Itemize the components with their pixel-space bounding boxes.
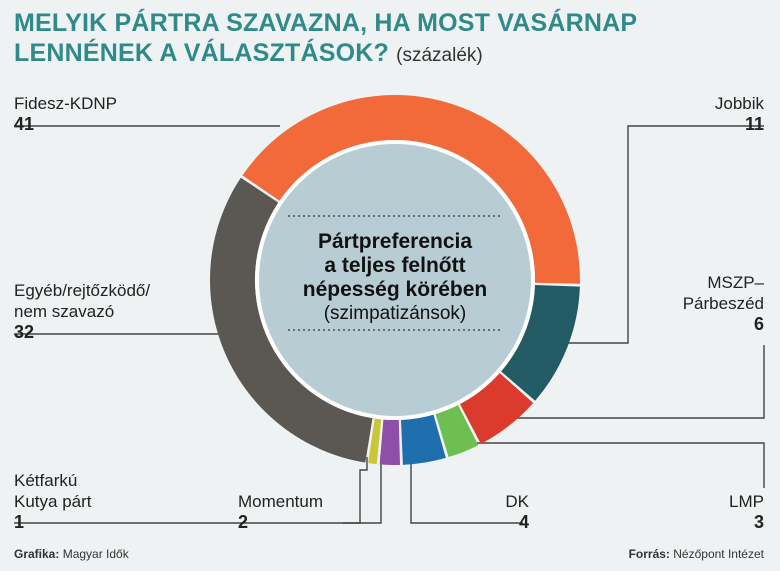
donut-ring — [209, 95, 580, 466]
footer-source-label: Forrás: — [628, 547, 670, 561]
leader-mkkp — [14, 457, 368, 524]
donut-slice-fidesz-kdnp — [242, 95, 580, 284]
center-text-line4: (szimpatizánsok) — [324, 303, 467, 324]
label-jobbik-name: Jobbik — [714, 94, 764, 113]
chart-title-line1: MELYIK PÁRTRA SZAVAZNA, HA MOST VASÁRNAP — [14, 9, 638, 37]
donut-slice-lmp — [435, 405, 479, 458]
label-jobbik: Jobbik 11 — [715, 93, 764, 135]
label-lmp: LMP 3 — [729, 491, 764, 533]
label-mszp-name-line2: Párbeszéd — [682, 294, 764, 313]
label-mszp-name-line1: MSZP– — [707, 273, 764, 292]
donut-slice-mszp-párbeszéd — [459, 373, 534, 444]
label-mkkp-name-line1: Kétfarkú — [14, 471, 78, 490]
donut-slice-dk — [400, 414, 446, 465]
label-jobbik-value: 11 — [744, 114, 764, 134]
center-text-line1: Pártpreferencia — [318, 230, 472, 253]
footer-source-value: Nézőpont Intézet — [673, 547, 764, 561]
leader-jobbik — [565, 125, 764, 344]
leader-lmp — [459, 442, 765, 488]
label-egyeb-name-line2: nem szavazó — [14, 302, 115, 321]
leader-dk — [410, 452, 523, 524]
donut-slice-momentum — [379, 419, 401, 466]
label-momentum: Momentum 2 — [238, 491, 323, 533]
donut-center-disc — [259, 144, 531, 416]
chart-unit: (százalék) — [396, 45, 483, 66]
label-mkkp-value: 1 — [14, 512, 25, 532]
footer-source: Forrás: Nézőpont Intézet — [629, 547, 764, 561]
label-lmp-value: 3 — [753, 512, 764, 532]
donut-slice-kétfarkú-kutya-párt — [368, 418, 382, 465]
label-egyeb-name-line1: Egyéb/rejtőzködő/ — [14, 281, 151, 300]
leader-lines — [14, 125, 765, 524]
footer-credit: Grafika: Magyar Idők — [14, 547, 129, 561]
footer-credit-label: Grafika: — [14, 547, 60, 561]
donut-slice-jobbik — [501, 285, 580, 401]
chart-title-line2: LENNÉNEK A VÁLASZTÁSOK? — [14, 39, 389, 67]
chart-title: MELYIK PÁRTRA SZAVAZNA, HA MOST VASÁRNAP… — [14, 8, 714, 71]
label-egyeb-value: 32 — [14, 322, 35, 342]
label-momentum-name: Momentum — [238, 492, 324, 511]
label-mszp: MSZP– Párbeszéd 6 — [683, 272, 764, 335]
label-egyeb: Egyéb/rejtőzködő/ nem szavazó 32 — [14, 280, 150, 343]
donut-slice-egyéb-rejtőzködő-nem-szavazó — [209, 177, 373, 463]
label-mszp-value: 6 — [753, 314, 764, 334]
label-dk-name: DK — [505, 492, 529, 511]
label-fidesz-value: 41 — [14, 114, 35, 134]
label-fidesz: Fidesz-KDNP 41 — [14, 93, 117, 135]
label-mkkp: Kétfarkú Kutya párt 1 — [14, 470, 92, 533]
leader-momentum — [343, 455, 382, 524]
label-fidesz-name: Fidesz-KDNP — [14, 94, 117, 113]
label-mkkp-name-line2: Kutya párt — [14, 492, 92, 511]
footer-credit-value: Magyar Idők — [62, 547, 129, 561]
leader-mszp — [505, 345, 765, 419]
center-text-line2: a teljes felnőtt — [324, 254, 465, 277]
center-text-line3: népesség körében — [303, 278, 487, 301]
label-momentum-value: 2 — [238, 512, 249, 532]
label-dk-value: 4 — [518, 512, 529, 532]
label-lmp-name: LMP — [729, 492, 764, 511]
label-dk: DK 4 — [505, 491, 529, 533]
